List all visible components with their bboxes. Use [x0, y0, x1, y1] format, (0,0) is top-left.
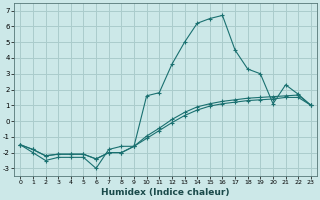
X-axis label: Humidex (Indice chaleur): Humidex (Indice chaleur) — [101, 188, 230, 197]
